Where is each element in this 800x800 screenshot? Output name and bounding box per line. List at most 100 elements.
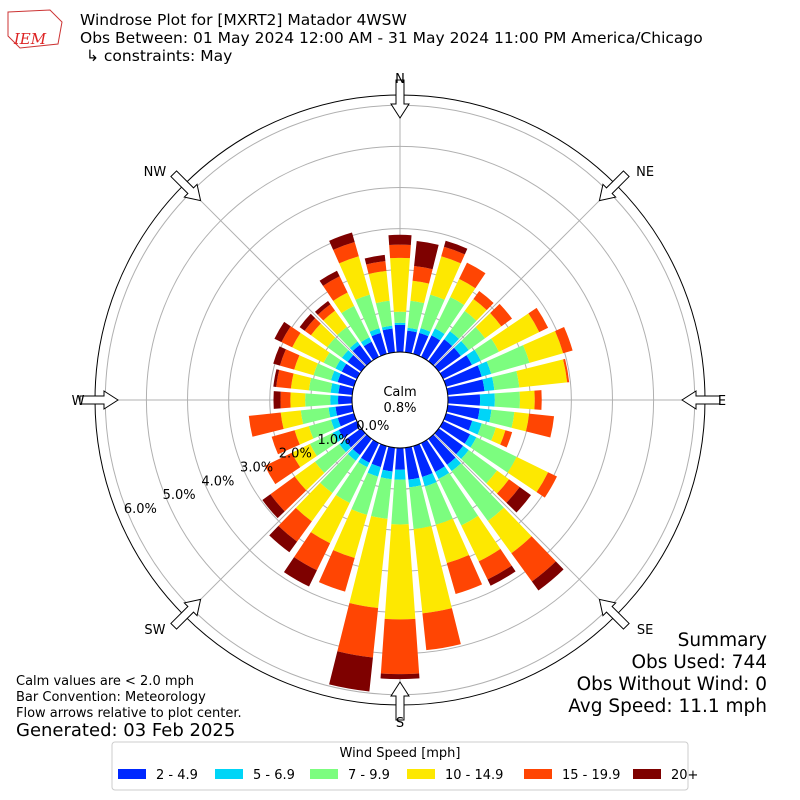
compass-arrow bbox=[170, 598, 202, 630]
bar-segment bbox=[507, 456, 549, 493]
bar-segment bbox=[443, 413, 473, 431]
ring-label: 1.0% bbox=[318, 433, 351, 448]
bar-segment bbox=[323, 276, 348, 301]
compass-arrow bbox=[79, 390, 119, 410]
bar-segment bbox=[280, 391, 291, 409]
bar-segment bbox=[424, 482, 453, 525]
bar-segment bbox=[461, 515, 501, 562]
summary: Avg Speed: 11.1 mph bbox=[568, 696, 767, 717]
calm-circle bbox=[351, 351, 449, 449]
compass-arrow bbox=[598, 170, 630, 202]
bar-segment bbox=[367, 463, 381, 477]
bar-segment bbox=[294, 532, 331, 571]
bar-segment bbox=[310, 495, 350, 544]
bar-segment bbox=[330, 370, 341, 383]
bar-segment bbox=[320, 454, 356, 494]
bar-segment bbox=[351, 472, 379, 515]
compass-arrow bbox=[598, 598, 630, 630]
legend-swatch bbox=[524, 769, 552, 779]
compass-arrow bbox=[170, 170, 202, 202]
bar-segment bbox=[270, 476, 307, 512]
bar-segment bbox=[438, 472, 479, 526]
bar-segment bbox=[431, 328, 445, 341]
bar-segment bbox=[443, 240, 468, 255]
bar-segment bbox=[428, 339, 453, 366]
legend-label: 10 - 14.9 bbox=[445, 768, 503, 783]
bar-segment bbox=[355, 294, 380, 332]
bar-segment bbox=[276, 369, 294, 389]
bar-segment bbox=[328, 406, 338, 418]
grid-spoke bbox=[183, 183, 367, 367]
bar-segment bbox=[435, 518, 470, 564]
bar-segment bbox=[447, 457, 462, 472]
bar-segment bbox=[248, 412, 284, 437]
bar-segment bbox=[450, 278, 476, 305]
bar-segment bbox=[363, 341, 379, 361]
bar-segment bbox=[421, 439, 445, 472]
note: Calm values are < 2.0 mph bbox=[16, 674, 194, 689]
bar-segment bbox=[516, 359, 568, 388]
bar-segment bbox=[271, 430, 300, 455]
bar-segment bbox=[478, 548, 512, 580]
bar-segment bbox=[410, 280, 430, 304]
bar-segment bbox=[273, 346, 286, 366]
bar-segment bbox=[262, 494, 285, 519]
bar-segment bbox=[441, 246, 465, 264]
bar-segment bbox=[319, 270, 340, 286]
bar-segment bbox=[381, 325, 393, 331]
bar-segment bbox=[318, 550, 355, 592]
bar-segment bbox=[337, 413, 357, 427]
bar-segment bbox=[439, 421, 471, 444]
ring-label: 3.0% bbox=[240, 460, 273, 475]
bar-segment bbox=[466, 349, 481, 365]
bar-segment bbox=[314, 300, 331, 315]
bar-segment bbox=[519, 390, 535, 410]
bar-segment bbox=[335, 461, 368, 504]
bar-segment bbox=[419, 328, 431, 337]
bar-segment bbox=[384, 524, 416, 620]
bar-segment bbox=[352, 344, 372, 366]
logo-outline bbox=[7, 9, 63, 49]
bar-segment bbox=[344, 428, 366, 448]
grid-spoke bbox=[433, 183, 617, 367]
bar-segment bbox=[421, 335, 441, 361]
bar-segment bbox=[360, 439, 379, 463]
legend-swatch bbox=[215, 769, 243, 779]
bar-segment bbox=[407, 327, 418, 333]
bar-segment bbox=[528, 307, 549, 333]
bar-segment bbox=[470, 437, 517, 473]
bar-segment bbox=[295, 482, 333, 522]
summary: Obs Without Wind: 0 bbox=[577, 674, 767, 695]
bar-segment bbox=[314, 444, 346, 474]
bar-segment bbox=[490, 303, 513, 327]
bar-segment bbox=[349, 341, 360, 351]
bar-segment bbox=[380, 469, 393, 480]
calm-value: 0.8% bbox=[383, 401, 416, 416]
bar-segment bbox=[486, 345, 530, 374]
bar-segment bbox=[380, 673, 420, 680]
bar-segment bbox=[461, 326, 486, 351]
bar-segment bbox=[333, 292, 355, 314]
bar-segment bbox=[525, 413, 555, 438]
bar-segment bbox=[308, 419, 335, 439]
bar-segment bbox=[534, 390, 542, 410]
bar-segment bbox=[468, 420, 482, 435]
bar-segment bbox=[456, 445, 469, 460]
bar-segment bbox=[339, 440, 351, 453]
bar-segment bbox=[434, 296, 465, 334]
legend-label: 15 - 19.9 bbox=[562, 768, 620, 783]
bar-segment bbox=[294, 426, 314, 445]
bar-segment bbox=[308, 377, 333, 393]
legend-swatch bbox=[310, 769, 338, 779]
bar-segment bbox=[291, 443, 317, 468]
bar-segment bbox=[461, 449, 498, 484]
bar-segment bbox=[273, 369, 280, 387]
bar-segment bbox=[523, 330, 564, 363]
bar-segment bbox=[283, 557, 317, 587]
compass-arrow bbox=[390, 681, 410, 721]
calm-label: Calm bbox=[383, 385, 416, 400]
compass-arrow bbox=[681, 390, 721, 410]
legend-swatch bbox=[118, 769, 146, 779]
bar-segment bbox=[555, 326, 573, 354]
summary: Summary bbox=[678, 630, 767, 651]
